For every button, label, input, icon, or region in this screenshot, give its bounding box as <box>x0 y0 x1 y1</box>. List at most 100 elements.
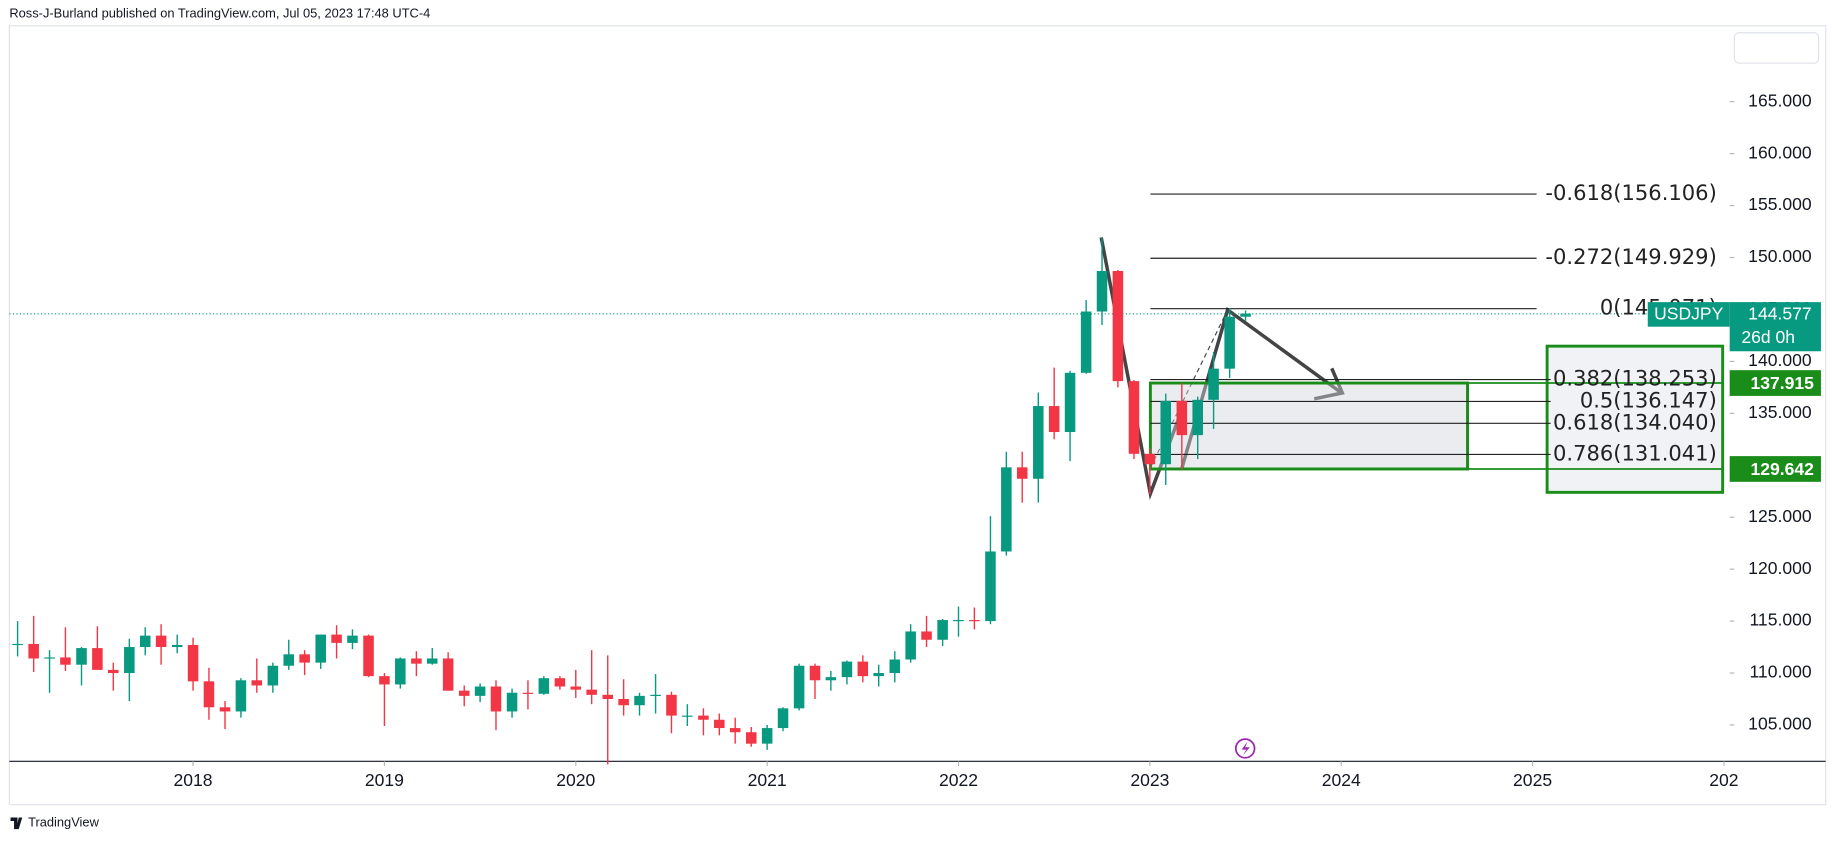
candle-body <box>1033 406 1044 479</box>
candle-body <box>873 673 884 677</box>
candle-body <box>458 690 470 696</box>
candle-body <box>889 659 901 674</box>
candle-body <box>1080 311 1092 373</box>
candle-body <box>1160 400 1172 465</box>
candle-body <box>395 658 406 685</box>
marker-label: 129.642 <box>1751 459 1815 479</box>
last-price-label: 144.577 <box>1748 304 1811 324</box>
logo <box>10 817 23 830</box>
candle-body <box>426 658 438 664</box>
candle-body <box>442 658 454 691</box>
marker-label: 137.915 <box>1751 373 1815 393</box>
candle-body <box>1240 313 1251 317</box>
fib-label: 0.5(136.147) <box>1580 387 1717 412</box>
candle-body <box>1144 453 1156 465</box>
candle-body <box>985 551 996 622</box>
candle-body <box>1128 381 1140 454</box>
candle-body <box>76 648 87 665</box>
candle-body <box>171 644 183 648</box>
candle-body <box>729 728 741 733</box>
candle-body <box>522 692 534 694</box>
countdown-label: 26d 0h <box>1741 327 1795 347</box>
candle-body <box>841 661 853 678</box>
candle-body <box>921 631 932 640</box>
candle-body <box>1016 467 1028 479</box>
fib-label: 0.786(131.041) <box>1553 440 1717 465</box>
candle-body <box>92 648 103 670</box>
y-tick-label: 160.000 <box>1748 142 1812 162</box>
y-tick-label: 135.000 <box>1748 402 1812 422</box>
fib-label: 0.382(138.253) <box>1553 366 1717 391</box>
candle-body <box>905 631 916 660</box>
y-tick-label: 140.000 <box>1748 350 1812 370</box>
y-tick-label: 150.000 <box>1748 246 1812 266</box>
fib-label: -0.272(149.929) <box>1545 244 1716 269</box>
y-tick-label: 165.000 <box>1748 90 1812 110</box>
candle-body <box>139 635 151 648</box>
candle-body <box>825 677 837 681</box>
event-bolt <box>1241 741 1250 756</box>
marker-tag <box>1729 456 1821 482</box>
candle-body <box>1096 271 1108 312</box>
candle-body <box>618 698 629 706</box>
fib-label: -0.618(156.106) <box>1545 180 1716 205</box>
candle-body <box>1048 406 1060 433</box>
candle-body <box>745 732 757 744</box>
candle-body <box>570 686 582 690</box>
candle-body <box>379 676 390 685</box>
y-tick-label: 155.000 <box>1748 194 1812 214</box>
candle-body <box>267 665 279 686</box>
candle-body <box>1112 271 1124 382</box>
candle-body <box>857 661 869 677</box>
candle-body <box>538 678 550 694</box>
x-tick-label: 2025 <box>1513 770 1552 790</box>
candle-body <box>650 694 661 696</box>
candle-body <box>777 708 789 729</box>
y-tick-label: 110.000 <box>1749 662 1811 682</box>
candle-body <box>586 689 597 695</box>
candle-body <box>1064 372 1076 433</box>
candle-body <box>666 694 677 716</box>
x-tick-label: 2019 <box>365 770 404 790</box>
marker-tag <box>1729 370 1821 396</box>
candle-body <box>28 643 39 659</box>
scale-button[interactable] <box>1733 32 1820 64</box>
fib-label: 0.618(134.040) <box>1553 409 1717 434</box>
candle-body <box>1224 316 1235 369</box>
candle-body <box>1208 368 1219 400</box>
event-icon[interactable] <box>1234 738 1256 759</box>
x-tick-label: 2020 <box>556 770 595 790</box>
symbol-label: USDJPY <box>1654 304 1723 324</box>
x-tick-label: 2021 <box>748 770 787 790</box>
symbol-tag <box>1647 302 1730 327</box>
price-tags: USDJPY 144.577 26d 0h 137.915 129.642 <box>1647 302 1821 482</box>
candle-body <box>937 620 948 640</box>
x-tick-label: 2018 <box>174 770 213 790</box>
candle-body <box>809 665 821 681</box>
candle-body <box>634 695 645 706</box>
candle-body <box>124 647 135 674</box>
candle-body <box>203 681 215 708</box>
candle-body <box>283 654 295 666</box>
candle-body <box>490 686 502 712</box>
candle-body <box>251 680 263 686</box>
candle-body <box>363 635 374 677</box>
footer: TradingView <box>10 815 100 830</box>
candle-body <box>219 707 231 712</box>
candle-body <box>315 634 326 663</box>
candle-body <box>682 715 693 717</box>
y-tick-label: 115.000 <box>1749 610 1811 630</box>
candle-body <box>714 719 725 729</box>
x-tick-label: 2022 <box>939 770 978 790</box>
x-tick-label: 2024 <box>1322 770 1361 790</box>
candle-body <box>299 654 310 663</box>
candle-body <box>793 665 805 709</box>
candle-body <box>761 728 773 744</box>
candle-body <box>347 635 358 643</box>
candle-body <box>155 635 167 648</box>
candle-body <box>1001 467 1012 552</box>
candle-body <box>953 620 964 622</box>
y-tick-label: 105.000 <box>1748 714 1812 734</box>
